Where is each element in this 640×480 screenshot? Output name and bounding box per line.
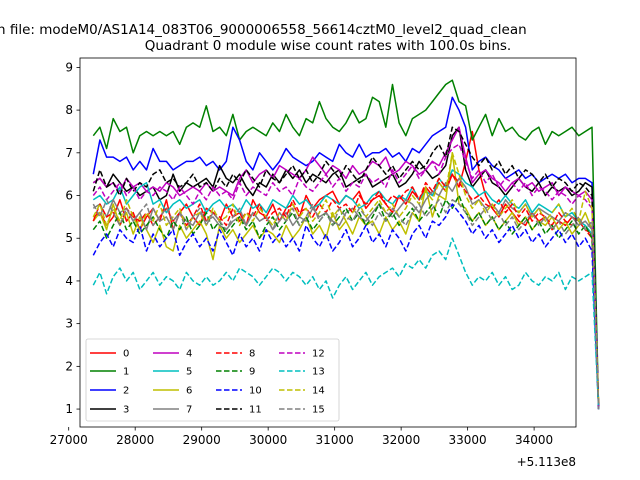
y-tick-label: 6 (65, 189, 73, 203)
legend-label-13: 13 (312, 367, 325, 378)
series-layer (92, 79, 600, 410)
y-tick-label: 7 (65, 146, 73, 160)
legend-label-2: 2 (123, 386, 129, 397)
x-tick-label: 28000 (116, 433, 154, 447)
file-header: n file: modeM0/AS1A14_083T06_9000006558_… (0, 22, 527, 38)
y-tick-label: 2 (65, 359, 73, 373)
legend-label-1: 1 (123, 367, 129, 378)
chart-title: Quadrant 0 module wise count rates with … (145, 38, 511, 54)
y-tick-label: 9 (65, 60, 73, 74)
x-tick-label: 30000 (249, 433, 287, 447)
series-line-8 (92, 173, 600, 405)
series-line-2 (92, 96, 600, 410)
legend-label-8: 8 (249, 349, 255, 360)
x-tick-label: 29000 (183, 433, 221, 447)
x-tick-label: 32000 (382, 433, 420, 447)
legend-label-6: 6 (186, 386, 192, 397)
y-tick-label: 4 (65, 274, 73, 288)
legend-label-0: 0 (123, 349, 129, 360)
legend-label-14: 14 (312, 386, 325, 397)
y-axis: 1 2 3 4 5 6 7 8 9 (65, 60, 80, 416)
series-line-4 (92, 126, 600, 410)
series-line-14 (92, 152, 600, 405)
series-line-3 (92, 126, 600, 410)
y-tick-label: 5 (65, 231, 73, 245)
x-tick-label: 31000 (316, 433, 354, 447)
series-line-13 (92, 237, 600, 410)
x-tick-label: 27000 (50, 433, 88, 447)
y-tick-label: 3 (65, 317, 73, 331)
x-axis: 27000 28000 29000 30000 31000 32000 33000 34000 (50, 427, 553, 447)
plot-frame (79, 57, 577, 428)
series-line-6 (92, 152, 600, 410)
legend-label-15: 15 (312, 405, 325, 416)
series-line-1 (92, 79, 600, 410)
y-tick-label: 8 (65, 103, 73, 117)
legend-label-11: 11 (249, 405, 262, 416)
series-line-12 (92, 143, 600, 410)
legend-label-5: 5 (186, 367, 192, 378)
legend-box (85, 338, 340, 422)
x-offset-label: +5.113e8 (517, 455, 576, 469)
legend-label-3: 3 (123, 405, 129, 416)
legend-label-10: 10 (249, 386, 262, 397)
series-line-10 (92, 203, 600, 410)
x-tick-label: 33000 (449, 433, 487, 447)
legend-label-4: 4 (186, 349, 192, 360)
legend-label-12: 12 (312, 349, 325, 360)
x-tick-label: 34000 (515, 433, 553, 447)
legend-label-9: 9 (249, 367, 255, 378)
y-tick-label: 1 (65, 402, 73, 416)
legend-label-7: 7 (186, 405, 192, 416)
series-line-11 (92, 126, 600, 410)
